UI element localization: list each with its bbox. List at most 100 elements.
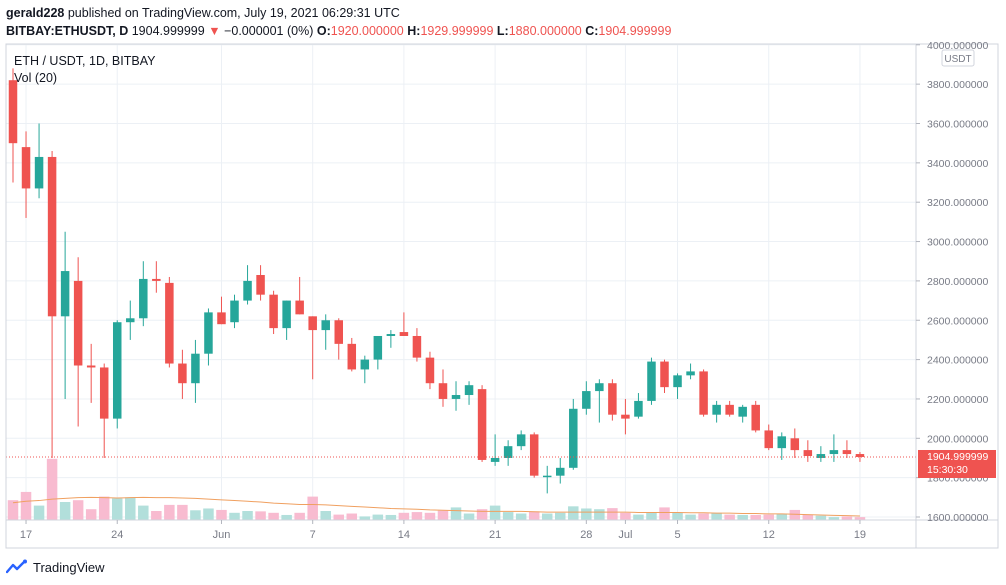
candle[interactable] xyxy=(347,337,357,372)
candle[interactable] xyxy=(73,257,83,427)
candle-body[interactable] xyxy=(816,454,826,458)
candle[interactable] xyxy=(516,430,526,451)
candle-body[interactable] xyxy=(230,300,239,323)
candle[interactable] xyxy=(699,369,708,417)
candle[interactable] xyxy=(855,452,865,462)
candle[interactable] xyxy=(34,123,44,199)
candle-body[interactable] xyxy=(516,434,526,447)
candle-body[interactable] xyxy=(738,406,747,417)
candle-body[interactable] xyxy=(490,457,500,462)
candle[interactable] xyxy=(86,343,96,403)
candle-body[interactable] xyxy=(503,446,513,458)
candle-body[interactable] xyxy=(699,371,708,415)
candle-body[interactable] xyxy=(425,357,435,384)
candle-body[interactable] xyxy=(112,322,122,419)
candle-body[interactable] xyxy=(152,278,161,281)
candle-body[interactable] xyxy=(673,375,682,388)
candles[interactable] xyxy=(8,68,865,494)
candle-body[interactable] xyxy=(295,300,304,315)
candle-body[interactable] xyxy=(399,332,409,336)
candle-body[interactable] xyxy=(464,385,474,396)
candle[interactable] xyxy=(621,398,630,435)
candle-body[interactable] xyxy=(634,400,643,417)
candle[interactable] xyxy=(269,290,278,335)
candle[interactable] xyxy=(569,398,578,470)
candle-body[interactable] xyxy=(21,147,31,189)
candle-body[interactable] xyxy=(842,450,852,455)
candle[interactable] xyxy=(634,393,643,419)
candle-body[interactable] xyxy=(451,395,461,399)
candle-body[interactable] xyxy=(712,404,721,415)
candle[interactable] xyxy=(204,308,213,366)
candle-body[interactable] xyxy=(334,320,344,344)
candle-body[interactable] xyxy=(829,450,839,455)
candle[interactable] xyxy=(764,424,773,451)
candle-body[interactable] xyxy=(777,436,787,449)
candle-body[interactable] xyxy=(99,367,109,419)
candle-body[interactable] xyxy=(790,438,800,451)
candle-body[interactable] xyxy=(608,383,617,415)
candle-body[interactable] xyxy=(660,361,669,388)
candle[interactable] xyxy=(451,381,461,411)
time-axis[interactable]: 17 24 Jun 7 14 21 28 Jul 5 12 19 xyxy=(20,520,866,541)
candle[interactable] xyxy=(490,434,500,466)
candle[interactable] xyxy=(217,296,226,325)
candle[interactable] xyxy=(647,357,656,405)
publisher-name[interactable]: gerald228 xyxy=(6,6,65,20)
candle[interactable] xyxy=(464,381,474,405)
candle[interactable] xyxy=(126,300,135,340)
candle-body[interactable] xyxy=(8,80,18,144)
candle[interactable] xyxy=(47,151,57,458)
candle-body[interactable] xyxy=(191,353,200,384)
candle[interactable] xyxy=(425,351,435,390)
candle-body[interactable] xyxy=(855,454,865,457)
candle-body[interactable] xyxy=(595,383,604,392)
candle[interactable] xyxy=(282,300,291,340)
candle[interactable] xyxy=(360,355,370,384)
candle[interactable] xyxy=(582,381,591,415)
candle[interactable] xyxy=(686,363,695,380)
candle-body[interactable] xyxy=(373,335,383,360)
candle-body[interactable] xyxy=(360,359,370,370)
candle[interactable] xyxy=(529,432,539,478)
candle[interactable] xyxy=(60,231,70,399)
candle[interactable] xyxy=(152,261,161,293)
candle-body[interactable] xyxy=(477,389,487,460)
candle-body[interactable] xyxy=(725,404,734,415)
candle[interactable] xyxy=(542,465,552,494)
candle-body[interactable] xyxy=(178,363,187,384)
candle[interactable] xyxy=(165,276,174,368)
candle[interactable] xyxy=(660,359,669,394)
candle[interactable] xyxy=(386,330,396,348)
candle[interactable] xyxy=(230,294,239,329)
candle-body[interactable] xyxy=(243,280,252,301)
candle[interactable] xyxy=(803,440,813,462)
candle-body[interactable] xyxy=(165,282,174,364)
candle[interactable] xyxy=(8,68,18,183)
candle-body[interactable] xyxy=(803,450,813,457)
candle-body[interactable] xyxy=(686,371,695,376)
candle-body[interactable] xyxy=(256,274,265,295)
candle-body[interactable] xyxy=(386,334,396,336)
candle-body[interactable] xyxy=(86,365,96,368)
candle-body[interactable] xyxy=(621,414,630,419)
candle-body[interactable] xyxy=(269,294,278,329)
candle[interactable] xyxy=(99,363,109,458)
candle[interactable] xyxy=(725,400,734,417)
candle-body[interactable] xyxy=(529,434,539,476)
candle-body[interactable] xyxy=(412,335,422,358)
candle[interactable] xyxy=(112,320,122,429)
candle-body[interactable] xyxy=(34,156,44,189)
candle[interactable] xyxy=(178,349,187,399)
candle-body[interactable] xyxy=(556,467,565,476)
candle[interactable] xyxy=(842,440,852,458)
candle[interactable] xyxy=(751,400,760,433)
candle[interactable] xyxy=(738,404,747,423)
candle-body[interactable] xyxy=(764,430,773,449)
candle-body[interactable] xyxy=(647,361,656,401)
candle-body[interactable] xyxy=(751,404,760,431)
candle-body[interactable] xyxy=(73,280,83,366)
candle-body[interactable] xyxy=(308,316,317,331)
candle[interactable] xyxy=(308,316,317,380)
